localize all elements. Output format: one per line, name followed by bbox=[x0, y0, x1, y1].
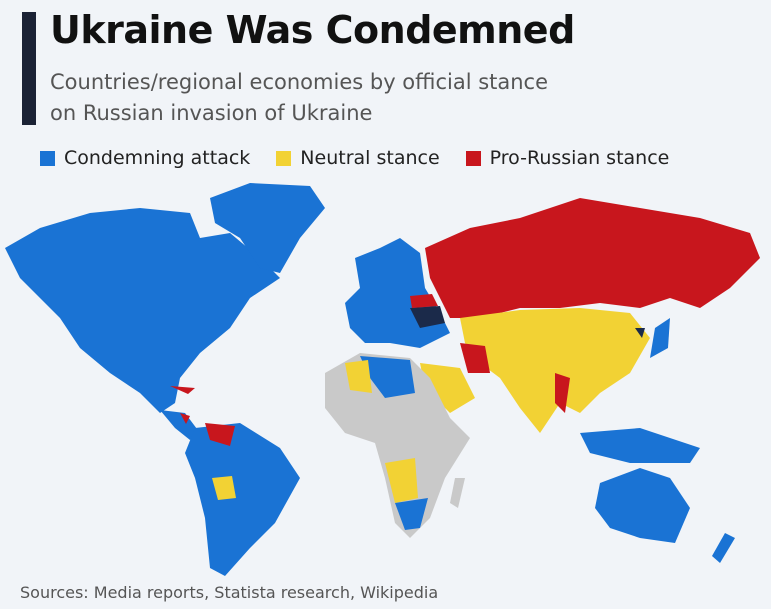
belarus bbox=[410, 294, 438, 308]
cuba bbox=[170, 386, 195, 394]
legend-label: Pro-Russian stance bbox=[489, 147, 670, 169]
north-korea bbox=[635, 328, 645, 338]
legend-swatch bbox=[276, 150, 292, 166]
north-america bbox=[5, 208, 280, 413]
source: Sources: Media reports, Statista researc… bbox=[20, 583, 439, 602]
nicaragua bbox=[180, 413, 190, 424]
new-zealand bbox=[712, 533, 735, 563]
south-america bbox=[185, 423, 300, 576]
legend-swatch bbox=[40, 150, 55, 166]
subtitle: Countries/regional economies by official… bbox=[50, 70, 549, 94]
legend-item: Condemning attack bbox=[40, 147, 250, 169]
asia bbox=[460, 308, 650, 433]
australia bbox=[595, 468, 690, 543]
title: Ukraine Was Condemned bbox=[50, 8, 575, 52]
world-map bbox=[5, 183, 760, 576]
ukraine bbox=[410, 306, 445, 328]
central-america bbox=[160, 410, 200, 440]
russia bbox=[425, 198, 760, 318]
south-africa bbox=[395, 498, 428, 530]
legend-item: Neutral stance bbox=[276, 147, 440, 169]
japan bbox=[650, 318, 670, 358]
greenland bbox=[210, 183, 325, 273]
legend-swatch bbox=[465, 150, 481, 166]
bolivia bbox=[212, 476, 236, 500]
southeast-asia bbox=[580, 428, 700, 463]
madagascar bbox=[450, 478, 465, 508]
myanmar bbox=[555, 373, 570, 413]
middle-east bbox=[420, 363, 475, 413]
southern-africa-neutral bbox=[385, 458, 418, 503]
algeria bbox=[345, 360, 372, 393]
legend-label: Condemning attack bbox=[64, 147, 251, 169]
legend-label: Neutral stance bbox=[300, 147, 440, 169]
north-africa bbox=[360, 356, 415, 398]
accent-bar bbox=[22, 12, 36, 125]
africa bbox=[325, 353, 470, 538]
legend-item: Pro-Russian stance bbox=[465, 147, 670, 169]
legend: Condemning attack Neutral stance Pro-Russi… bbox=[40, 147, 669, 169]
iran bbox=[460, 343, 490, 373]
subtitle: on Russian invasion of Ukraine bbox=[50, 101, 373, 125]
venezuela bbox=[205, 423, 235, 446]
